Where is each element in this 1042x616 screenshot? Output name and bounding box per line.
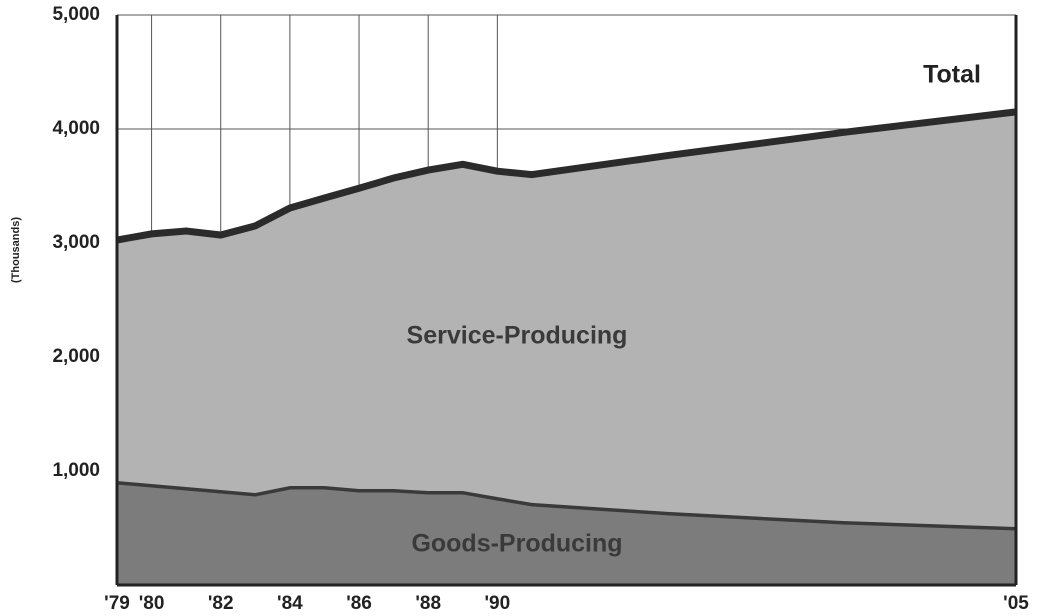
y-axis-label: (Thousands) — [10, 217, 22, 283]
x-tick-label: '05 — [1003, 593, 1029, 614]
x-tick-label: '86 — [346, 593, 372, 614]
y-tick-label: 3,000 — [52, 232, 100, 253]
goods-label: Goods-Producing — [411, 530, 622, 558]
x-tick-label: '82 — [208, 593, 234, 614]
area — [117, 111, 1016, 527]
service-label: Service-Producing — [407, 322, 628, 350]
y-tick-label: 5,000 — [52, 4, 100, 25]
x-tick-label: '88 — [415, 593, 441, 614]
plot — [115, 14, 1018, 587]
x-tick-label: '84 — [277, 593, 303, 614]
x-tick-label: '80 — [139, 593, 165, 614]
total-label: Total — [923, 61, 981, 89]
area — [117, 481, 1016, 585]
x-tick-label: '79 — [104, 593, 130, 614]
x-tick-label: '90 — [485, 593, 511, 614]
y-tick-label: 2,000 — [52, 346, 100, 367]
y-tick-label: 4,000 — [52, 118, 100, 139]
y-tick-label: 1,000 — [52, 460, 100, 481]
total-line — [116, 108, 1017, 244]
